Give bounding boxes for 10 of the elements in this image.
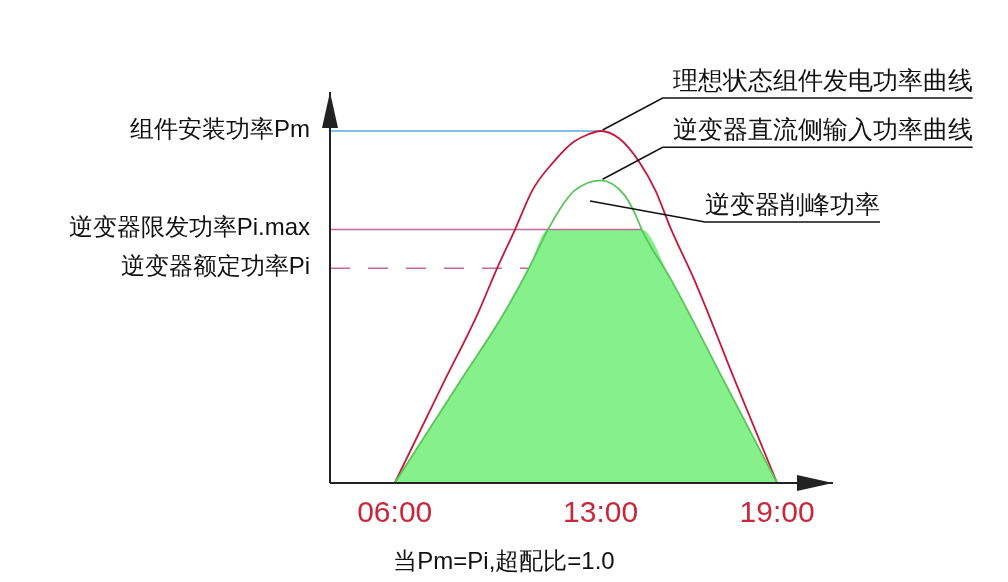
ref-line-label: 逆变器限发功率Pi.max: [68, 213, 310, 241]
text: 理想状态组件发电功率曲线: [672, 66, 973, 94]
text: 当Pm=Pi,超配比=1.0: [393, 546, 615, 574]
text: 逆变器直流侧输入功率曲线: [672, 115, 973, 144]
annotation: 逆变器削峰功率: [705, 190, 880, 218]
ref-line-label: 逆变器额定功率Pi: [120, 251, 310, 279]
x-tick-label: 06:00: [357, 494, 433, 528]
ref-line-label: 组件安装功率Pm: [130, 114, 310, 142]
x-tick-label: 19:00: [739, 494, 815, 528]
x-tick-label: 13:00: [563, 494, 639, 528]
